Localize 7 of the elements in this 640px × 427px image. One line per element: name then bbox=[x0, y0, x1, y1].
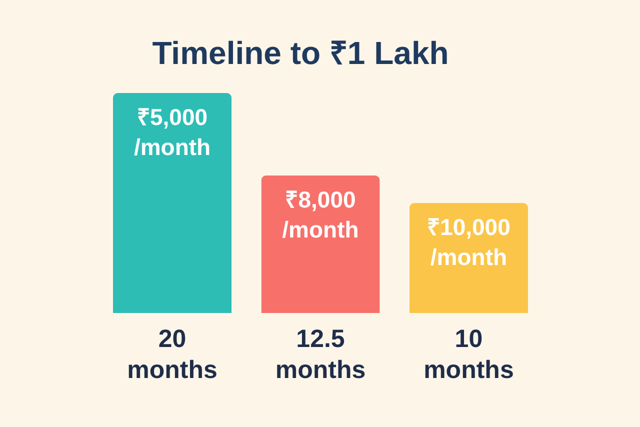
data-label: 20 months bbox=[127, 325, 218, 384]
chart-title: Timeline to ₹1 Lakh bbox=[152, 35, 449, 71]
x-tick-label: ₹8,000 /month bbox=[282, 186, 359, 242]
data-label: 10 months bbox=[424, 325, 514, 384]
data-label: 12.5 months bbox=[275, 325, 366, 384]
x-tick-label: ₹10,000 /month bbox=[427, 214, 510, 270]
x-tick-label: ₹5,000 /month bbox=[134, 104, 211, 160]
